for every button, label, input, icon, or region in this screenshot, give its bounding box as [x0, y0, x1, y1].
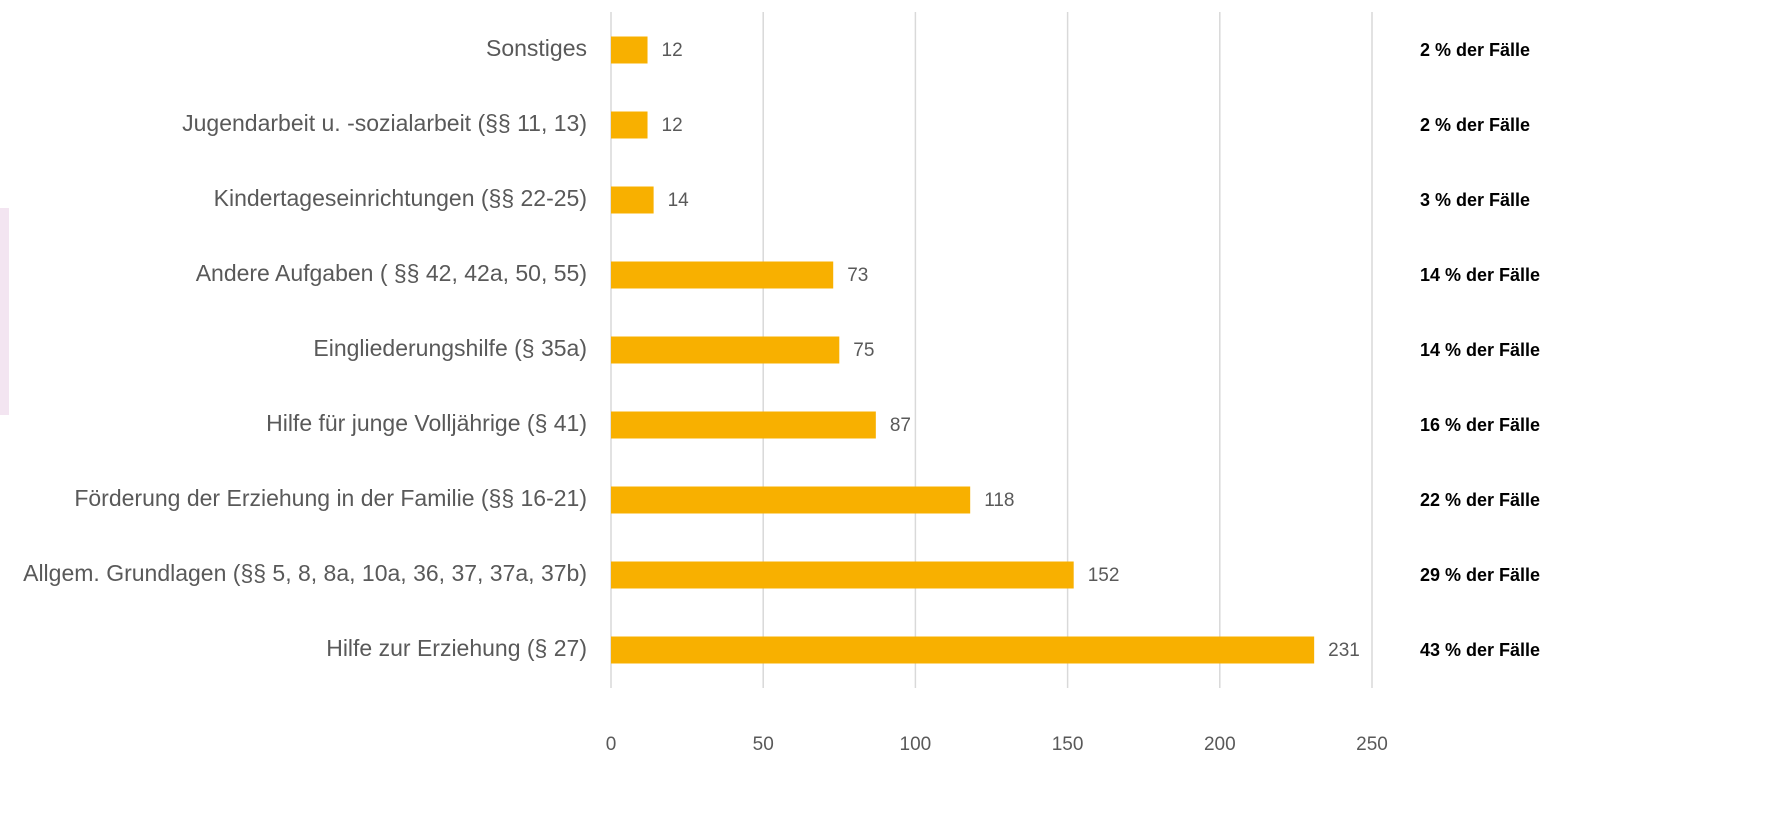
bar — [611, 411, 876, 439]
category-label: Kindertageseinrichtungen (§§ 22-25) — [214, 185, 587, 211]
category-label: Förderung der Erziehung in der Familie (… — [74, 485, 587, 511]
bar — [611, 261, 834, 289]
value-label: 12 — [662, 115, 683, 136]
bar — [611, 486, 971, 514]
bar — [611, 336, 840, 364]
side-accent — [0, 208, 9, 415]
category-label: Allgem. Grundlagen (§§ 5, 8, 8a, 10a, 36… — [23, 560, 587, 586]
x-tick-label: 250 — [1356, 734, 1388, 755]
category-label: Jugendarbeit u. -sozialarbeit (§§ 11, 13… — [182, 110, 587, 136]
value-label: 152 — [1088, 565, 1120, 586]
share-annotation: 14 % der Fälle — [1420, 340, 1540, 360]
value-label: 73 — [847, 265, 868, 286]
value-label: 14 — [668, 190, 690, 211]
share-annotation: 16 % der Fälle — [1420, 415, 1540, 435]
category-label: Sonstiges — [486, 35, 587, 61]
x-tick-label: 100 — [900, 734, 932, 755]
share-annotation: 29 % der Fälle — [1420, 565, 1540, 585]
share-annotation: 43 % der Fälle — [1420, 640, 1540, 660]
value-label: 118 — [984, 490, 1014, 511]
value-label: 12 — [662, 40, 683, 61]
bar — [611, 186, 654, 214]
value-label: 87 — [890, 415, 911, 436]
x-tick-label: 150 — [1052, 734, 1084, 755]
x-tick-label: 50 — [753, 734, 774, 755]
share-annotation: 3 % der Fälle — [1420, 190, 1530, 210]
x-tick-label: 0 — [606, 734, 617, 755]
x-tick-label: 200 — [1204, 734, 1236, 755]
value-label: 75 — [853, 340, 874, 361]
bar — [611, 111, 648, 139]
category-label: Eingliederungshilfe (§ 35a) — [313, 335, 587, 361]
bar — [611, 561, 1074, 589]
share-annotation: 14 % der Fälle — [1420, 265, 1540, 285]
share-annotation: 2 % der Fälle — [1420, 115, 1530, 135]
bar — [611, 36, 648, 64]
share-annotation: 2 % der Fälle — [1420, 40, 1530, 60]
category-label: Hilfe zur Erziehung (§ 27) — [326, 635, 587, 661]
bar — [611, 636, 1315, 664]
share-annotation: 22 % der Fälle — [1420, 490, 1540, 510]
value-label: 231 — [1328, 640, 1360, 661]
category-label: Andere Aufgaben ( §§ 42, 42a, 50, 55) — [196, 260, 587, 286]
category-label: Hilfe für junge Volljährige (§ 41) — [266, 410, 587, 436]
